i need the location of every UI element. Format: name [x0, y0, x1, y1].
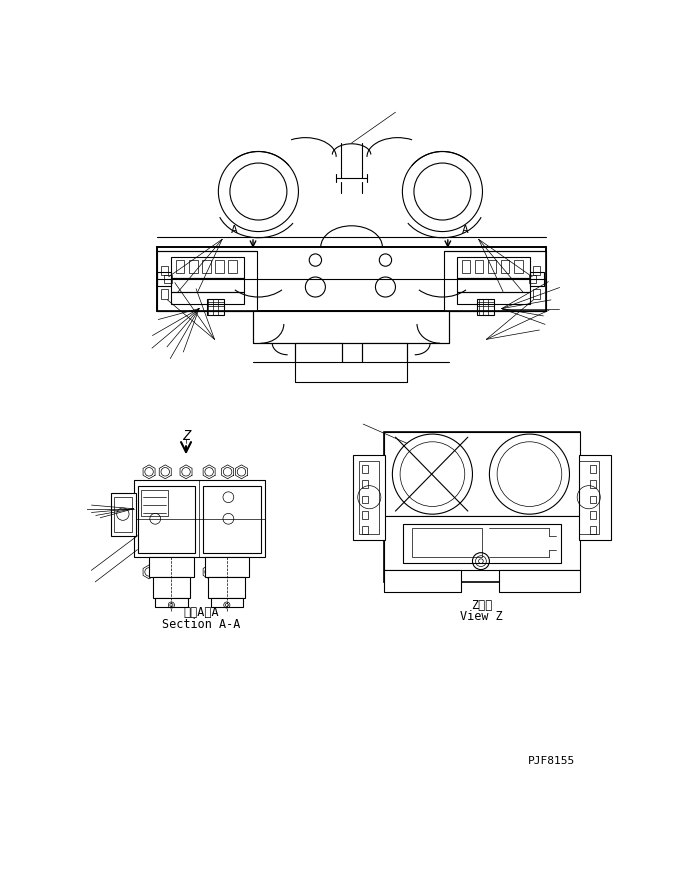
- Bar: [176, 260, 185, 273]
- Bar: [153, 577, 190, 598]
- Bar: [215, 260, 224, 273]
- Bar: [362, 511, 368, 519]
- Bar: [353, 455, 386, 539]
- Bar: [206, 300, 224, 314]
- Bar: [384, 432, 580, 582]
- Bar: [499, 571, 580, 592]
- Bar: [384, 517, 580, 571]
- Bar: [171, 278, 244, 292]
- Bar: [362, 465, 368, 473]
- Bar: [590, 526, 596, 534]
- Text: Section A-A: Section A-A: [162, 618, 241, 631]
- Text: View Z: View Z: [460, 610, 503, 623]
- Bar: [157, 247, 545, 311]
- Bar: [211, 598, 243, 607]
- Bar: [579, 461, 599, 534]
- Bar: [189, 260, 198, 273]
- Bar: [530, 273, 544, 287]
- Bar: [134, 480, 265, 557]
- Bar: [202, 260, 211, 273]
- Bar: [384, 432, 580, 517]
- Bar: [475, 260, 483, 273]
- Bar: [359, 461, 379, 534]
- Bar: [155, 598, 187, 607]
- Bar: [362, 496, 368, 503]
- Bar: [532, 289, 541, 299]
- Text: Z　視: Z 視: [471, 598, 493, 611]
- Bar: [203, 486, 261, 553]
- Bar: [204, 557, 249, 577]
- Bar: [403, 524, 561, 563]
- Bar: [165, 275, 172, 283]
- Bar: [532, 267, 541, 275]
- Bar: [141, 490, 168, 517]
- Bar: [228, 260, 237, 273]
- Bar: [384, 571, 461, 592]
- Bar: [296, 343, 342, 362]
- Bar: [362, 480, 368, 488]
- Bar: [171, 292, 244, 304]
- Bar: [457, 257, 530, 278]
- Text: PJF8155: PJF8155: [528, 756, 575, 766]
- Text: A: A: [462, 226, 468, 235]
- Bar: [590, 465, 596, 473]
- Bar: [514, 260, 523, 273]
- Bar: [253, 311, 449, 343]
- Bar: [590, 511, 596, 519]
- Bar: [137, 486, 196, 553]
- Bar: [457, 278, 530, 292]
- Bar: [529, 275, 536, 283]
- Bar: [477, 300, 494, 314]
- Bar: [488, 260, 497, 273]
- Bar: [157, 251, 257, 311]
- Bar: [161, 289, 168, 299]
- Bar: [579, 455, 611, 539]
- Bar: [161, 267, 168, 275]
- Bar: [590, 480, 596, 488]
- Bar: [457, 292, 530, 304]
- Text: Z: Z: [182, 429, 190, 442]
- Bar: [110, 493, 136, 536]
- Bar: [412, 528, 482, 557]
- Bar: [444, 251, 545, 311]
- Bar: [462, 260, 470, 273]
- Text: A: A: [230, 226, 237, 235]
- Bar: [157, 273, 171, 287]
- Bar: [209, 577, 246, 598]
- Text: 断面A－A: 断面A－A: [184, 606, 220, 619]
- Bar: [501, 260, 510, 273]
- Bar: [362, 343, 407, 362]
- Bar: [171, 257, 244, 278]
- Bar: [362, 526, 368, 534]
- Bar: [114, 497, 132, 532]
- Bar: [590, 496, 596, 503]
- Bar: [149, 557, 193, 577]
